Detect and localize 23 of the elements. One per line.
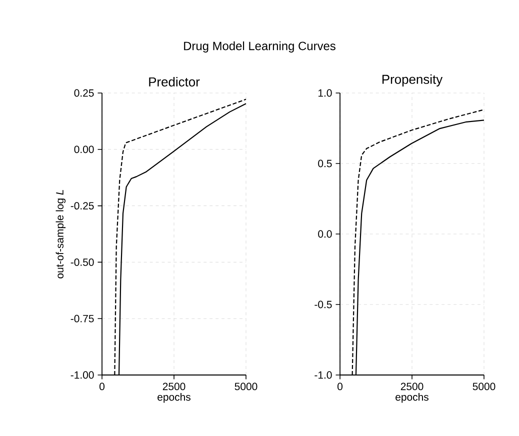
text: Drug Model Learning Curves [184,41,336,53]
y-tick-label: -0.25 [70,202,94,210]
x-tick-label: 0 [338,382,342,390]
y-tick-label: -0.5 [314,300,332,308]
x-tick-label: 2500 [162,382,186,390]
y-tick-label: -1.0 [314,371,332,379]
y-tick-label: 0.5 [318,160,332,168]
chart-title: Propensity [382,74,443,86]
x-tick-label: 5000 [472,382,496,390]
y-tick-label: -0.50 [70,258,94,266]
x-tick-label: 0 [100,382,104,390]
y-tick-label: 0.0 [318,230,332,238]
y-tick-label: 0.00 [74,146,94,154]
x-tick-label: 5000 [234,382,258,390]
y-tick-label: 0.25 [74,89,94,97]
x-axis-title: epochs [158,393,190,403]
y-axis-title: out-of-sample log L [56,190,66,278]
x-tick-label: 2500 [400,382,424,390]
y-tick-label: 1.0 [318,89,332,97]
y-tick-label: -1.00 [70,371,94,379]
y-tick-label: -0.75 [70,314,94,322]
chart-title: Predictor [149,76,200,86]
x-axis-title: epochs [396,393,428,403]
